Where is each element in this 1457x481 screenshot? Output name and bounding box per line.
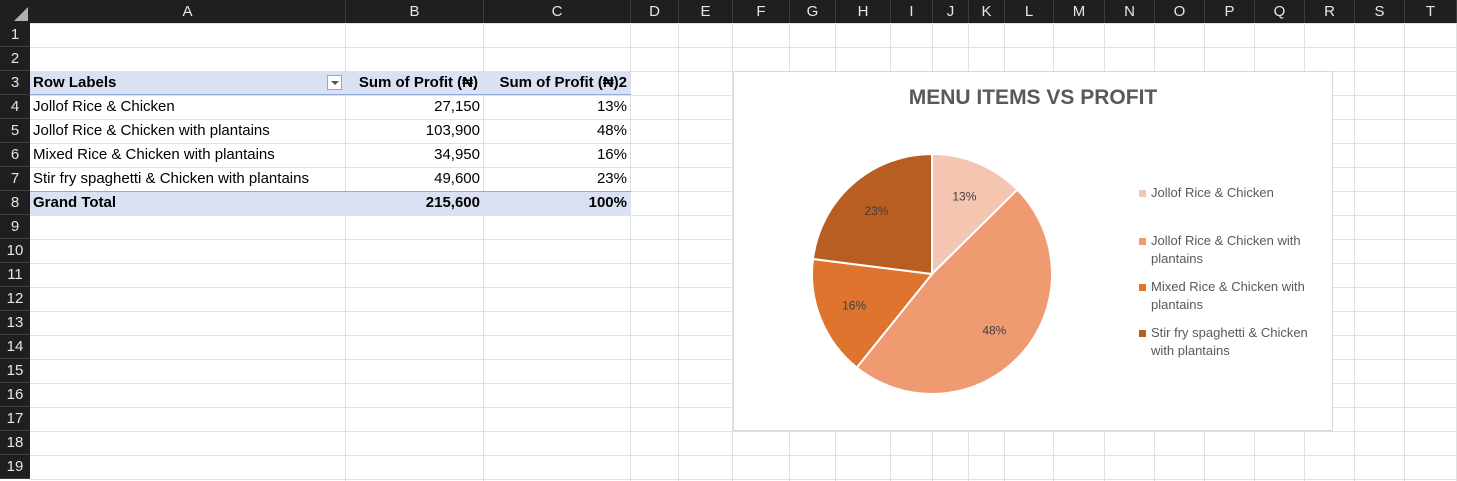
pie-data-label: 48% bbox=[982, 323, 1006, 337]
legend-item[interactable]: Stir fry spaghetti & Chicken with planta… bbox=[1139, 324, 1321, 360]
column-gridline bbox=[1404, 23, 1405, 481]
legend-item[interactable]: Mixed Rice & Chicken with plantains bbox=[1139, 278, 1321, 314]
column-header-r[interactable]: R bbox=[1305, 0, 1355, 23]
pivot-row-label[interactable]: Mixed Rice & Chicken with plantains bbox=[33, 146, 275, 163]
pivot-row-pct[interactable]: 23% bbox=[596, 170, 627, 187]
column-gridline bbox=[630, 23, 631, 481]
pie-slice[interactable] bbox=[931, 152, 1019, 277]
pivot-row-profit[interactable]: 34,950 bbox=[434, 146, 480, 163]
row-header-19[interactable]: 19 bbox=[0, 455, 30, 479]
legend-swatch bbox=[1139, 284, 1146, 291]
legend-label: Jollof Rice & Chicken with plantains bbox=[1151, 233, 1301, 266]
row-header-9[interactable]: 9 bbox=[0, 215, 30, 239]
row-header-2[interactable]: 2 bbox=[0, 47, 30, 71]
row-header-13[interactable]: 13 bbox=[0, 311, 30, 335]
pivot-row-profit[interactable]: 49,600 bbox=[434, 170, 480, 187]
row-header-6[interactable]: 6 bbox=[0, 143, 30, 167]
pivot-total-band bbox=[30, 191, 631, 215]
column-gridline bbox=[483, 23, 484, 481]
pivot-total-pct[interactable]: 100% bbox=[588, 194, 627, 211]
column-gridline bbox=[678, 23, 679, 481]
row-labels-filter-button[interactable] bbox=[327, 75, 342, 90]
legend-label: Stir fry spaghetti & Chicken with planta… bbox=[1151, 325, 1308, 358]
pie-data-label: 13% bbox=[952, 189, 976, 203]
legend-label: Jollof Rice & Chicken bbox=[1151, 185, 1274, 200]
column-header-t[interactable]: T bbox=[1405, 0, 1457, 23]
column-header-l[interactable]: L bbox=[1005, 0, 1054, 23]
pie-data-label: 23% bbox=[864, 204, 888, 218]
column-header-p[interactable]: P bbox=[1205, 0, 1255, 23]
column-header-s[interactable]: S bbox=[1355, 0, 1405, 23]
pivot-total-label[interactable]: Grand Total bbox=[33, 194, 117, 211]
column-gridline bbox=[732, 23, 733, 481]
row-header-8[interactable]: 8 bbox=[0, 191, 30, 215]
column-header-a[interactable]: A bbox=[30, 0, 346, 23]
pivot-row-profit[interactable]: 27,150 bbox=[434, 98, 480, 115]
chart-title: MENU ITEMS VS PROFIT bbox=[908, 86, 1158, 109]
pie-slice[interactable] bbox=[811, 152, 933, 276]
row-header-14[interactable]: 14 bbox=[0, 335, 30, 359]
pivot-row-pct[interactable]: 16% bbox=[596, 146, 627, 163]
row-header-12[interactable]: 12 bbox=[0, 287, 30, 311]
pie-plot: 13% 48% 16% 23% bbox=[811, 152, 1053, 395]
column-gridline bbox=[345, 23, 346, 481]
row-header-5[interactable]: 5 bbox=[0, 119, 30, 143]
column-header-g[interactable]: G bbox=[790, 0, 836, 23]
select-all-corner[interactable] bbox=[0, 0, 30, 23]
row-header-17[interactable]: 17 bbox=[0, 407, 30, 431]
row-header-1[interactable]: 1 bbox=[0, 23, 30, 47]
row-header-4[interactable]: 4 bbox=[0, 95, 30, 119]
pivot-header-profit[interactable]: Sum of Profit (₦) bbox=[358, 74, 478, 91]
legend-swatch bbox=[1139, 238, 1146, 245]
column-header-d[interactable]: D bbox=[631, 0, 679, 23]
row-header-7[interactable]: 7 bbox=[0, 167, 30, 191]
pivot-row-label[interactable]: Stir fry spaghetti & Chicken with planta… bbox=[33, 170, 309, 187]
pie-slice[interactable] bbox=[811, 257, 934, 369]
row-header-18[interactable]: 18 bbox=[0, 431, 30, 455]
column-header-h[interactable]: H bbox=[836, 0, 891, 23]
legend-swatch bbox=[1139, 330, 1146, 337]
legend-item[interactable]: Jollof Rice & Chicken with plantains bbox=[1139, 232, 1321, 268]
row-header-11[interactable]: 11 bbox=[0, 263, 30, 287]
pie-slice[interactable] bbox=[855, 188, 1053, 395]
column-header-n[interactable]: N bbox=[1105, 0, 1155, 23]
pivot-row-pct[interactable]: 13% bbox=[596, 98, 627, 115]
legend-item[interactable]: Jollof Rice & Chicken bbox=[1139, 184, 1321, 202]
column-header-q[interactable]: Q bbox=[1255, 0, 1305, 23]
column-header-j[interactable]: J bbox=[933, 0, 969, 23]
column-header-c[interactable]: C bbox=[484, 0, 631, 23]
pivot-row-label[interactable]: Jollof Rice & Chicken with plantains bbox=[33, 122, 270, 139]
column-header-m[interactable]: M bbox=[1054, 0, 1105, 23]
row-header-16[interactable]: 16 bbox=[0, 383, 30, 407]
pivot-total-profit[interactable]: 215,600 bbox=[425, 194, 480, 211]
row-header-3[interactable]: 3 bbox=[0, 71, 30, 95]
pivot-header-row-labels[interactable]: Row Labels bbox=[33, 74, 117, 91]
column-header-b[interactable]: B bbox=[346, 0, 484, 23]
pivot-row-profit[interactable]: 103,900 bbox=[425, 122, 480, 139]
column-gridline bbox=[1354, 23, 1355, 481]
pie-data-label: 16% bbox=[842, 298, 866, 312]
legend-swatch bbox=[1139, 190, 1146, 197]
legend-label: Mixed Rice & Chicken with plantains bbox=[1151, 279, 1305, 312]
column-header-o[interactable]: O bbox=[1155, 0, 1205, 23]
select-all-triangle bbox=[14, 7, 28, 21]
column-header-k[interactable]: K bbox=[969, 0, 1005, 23]
pivot-row-pct[interactable]: 48% bbox=[596, 122, 627, 139]
row-header-15[interactable]: 15 bbox=[0, 359, 30, 383]
row-header-10[interactable]: 10 bbox=[0, 239, 30, 263]
pivot-header-profit-pct[interactable]: Sum of Profit (₦)2 bbox=[499, 74, 628, 91]
pie-chart[interactable]: MENU ITEMS VS PROFIT 13% 48% 16% 23% Jollof… bbox=[733, 71, 1333, 431]
column-header-f[interactable]: F bbox=[733, 0, 790, 23]
column-header-e[interactable]: E bbox=[679, 0, 733, 23]
pivot-row-label[interactable]: Jollof Rice & Chicken bbox=[33, 98, 175, 115]
column-header-i[interactable]: I bbox=[891, 0, 933, 23]
